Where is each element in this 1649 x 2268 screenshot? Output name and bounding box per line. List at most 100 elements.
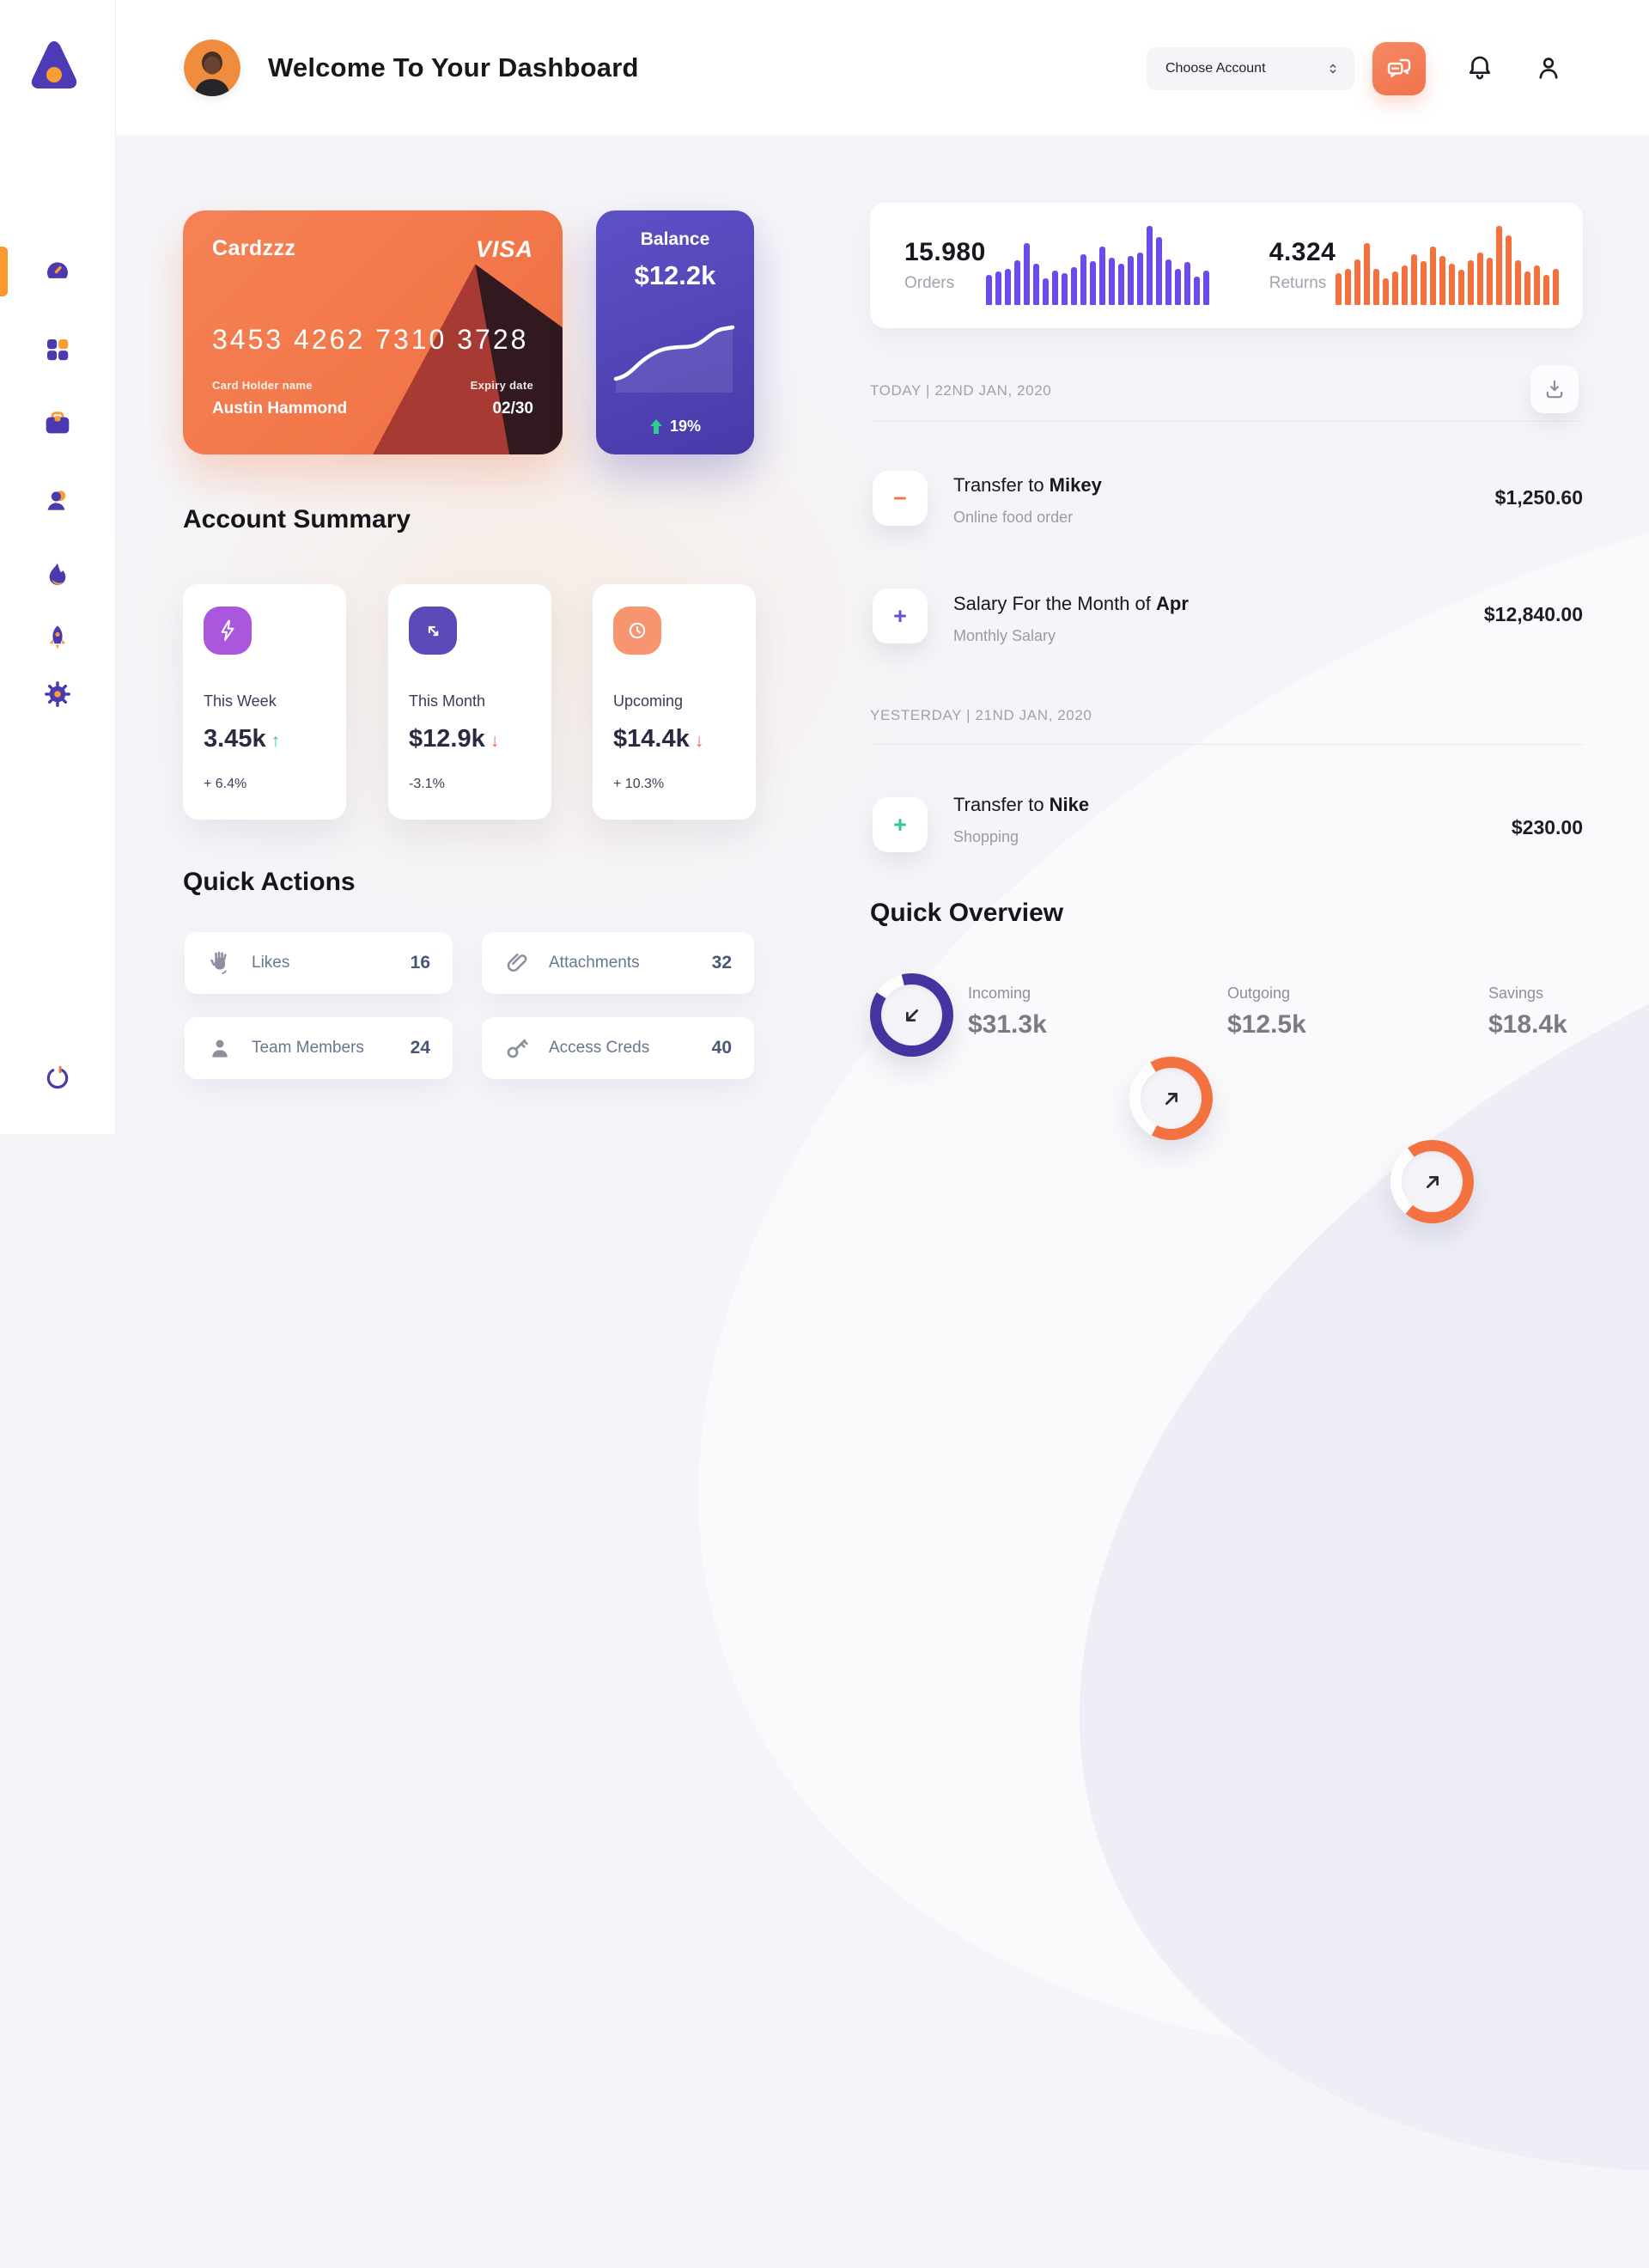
- summary-value: $12.9k: [409, 725, 485, 753]
- sidebar: [0, 0, 116, 1134]
- profile-button[interactable]: [1534, 53, 1563, 85]
- avatar[interactable]: [184, 40, 240, 96]
- sidebar-item-apps[interactable]: [44, 336, 71, 363]
- gauge-icon: [47, 262, 68, 278]
- sidebar-item-trending[interactable]: [44, 561, 71, 588]
- sidebar-item-work[interactable]: [44, 410, 71, 437]
- sidebar-item-dashboard[interactable]: [44, 258, 71, 285]
- credit-card[interactable]: Cardzzz VISA 3453 4262 7310 3728 Card Ho…: [183, 210, 563, 454]
- paperclip-icon: [507, 953, 527, 972]
- summary-label: This Week: [204, 692, 277, 710]
- sidebar-item-contacts[interactable]: [44, 487, 71, 515]
- card-expiry-label: Expiry date: [470, 379, 533, 392]
- summary-card-this-month[interactable]: This Month $12.9k ↓ -3.1%: [388, 584, 551, 820]
- sidebar-item-settings[interactable]: [44, 680, 71, 708]
- power-icon: [46, 1065, 69, 1089]
- orders-bar-chart: [985, 226, 1209, 305]
- transaction-sign-badge: +: [873, 797, 928, 852]
- quick-action-access-creds[interactable]: Access Creds 40: [482, 1017, 754, 1079]
- transaction-subtitle: Online food order: [953, 509, 1074, 526]
- plus-icon: +: [893, 811, 907, 838]
- quick-action-count: 32: [711, 953, 732, 972]
- person-silhouette-icon: [212, 1040, 228, 1058]
- flame-icon: [49, 563, 66, 585]
- gear-icon: [45, 681, 70, 707]
- visa-logo: VISA: [475, 236, 533, 262]
- key-icon: [507, 1039, 528, 1058]
- plus-icon: +: [893, 602, 907, 629]
- returns-value: 4.324: [1269, 238, 1336, 266]
- chat-button[interactable]: [1372, 42, 1426, 95]
- incoming-donut-chart: [870, 973, 953, 1057]
- overview-label: Savings: [1488, 985, 1544, 1002]
- notifications-button[interactable]: [1465, 53, 1494, 85]
- summary-label: Upcoming: [613, 692, 684, 710]
- orders-label: Orders: [904, 274, 955, 292]
- transaction-amount: $12,840.00: [1483, 603, 1583, 625]
- transaction-title-bold: Apr: [1156, 593, 1189, 614]
- summary-delta: + 6.4%: [204, 777, 247, 791]
- rocket-icon: [49, 625, 66, 649]
- transaction-title: Salary For the Month of: [953, 593, 1156, 614]
- account-select-label: Choose Account: [1165, 61, 1266, 76]
- transaction-amount: $230.00: [1511, 816, 1583, 838]
- transaction-title: Transfer to: [953, 794, 1050, 815]
- overview-label: Incoming: [968, 985, 1031, 1002]
- transaction-sign-badge: +: [873, 588, 928, 643]
- bell-icon: [1469, 56, 1491, 80]
- chevron-updown-icon: [1330, 64, 1336, 74]
- quick-action-team-members[interactable]: Team Members 24: [185, 1017, 453, 1079]
- divider: [870, 744, 1583, 745]
- briefcase-icon: [46, 412, 70, 434]
- chat-icon: [1387, 58, 1411, 77]
- summary-value: $14.4k: [613, 725, 690, 753]
- download-icon: [1546, 380, 1563, 399]
- sidebar-logout[interactable]: [44, 1064, 71, 1091]
- overview-value: $31.3k: [968, 1010, 1047, 1039]
- bolt-icon: [204, 607, 252, 655]
- orders-value: 15.980: [904, 238, 986, 266]
- orders-stat: 15.980 Orders: [870, 203, 1235, 328]
- summary-delta: + 10.3%: [613, 777, 665, 791]
- arrow-up-right-icon: [1426, 1175, 1439, 1188]
- overview-value: $18.4k: [1488, 1010, 1567, 1039]
- summary-card-this-week[interactable]: This Week 3.45k ↑ + 6.4%: [183, 584, 346, 820]
- date-header-yesterday: YESTERDAY | 21ND JAN, 2020: [870, 707, 1092, 723]
- download-button[interactable]: [1530, 365, 1579, 413]
- balance-change: 19%: [669, 418, 702, 435]
- transaction-title: Transfer to: [953, 474, 1050, 496]
- balance-label: Balance: [640, 229, 710, 249]
- quick-action-label: Attachments: [549, 954, 640, 972]
- card-number: 3453 4262 7310 3728: [212, 324, 529, 355]
- app-logo[interactable]: [28, 38, 80, 97]
- transaction-row[interactable]: Salary For the Month of Apr Monthly Sala…: [953, 593, 1189, 645]
- quick-actions-heading: Quick Actions: [183, 868, 356, 896]
- overview-value: $12.5k: [1227, 1010, 1306, 1039]
- returns-label: Returns: [1269, 274, 1327, 292]
- transaction-row[interactable]: Transfer to Mikey Online food order: [953, 474, 1102, 527]
- divider: [870, 421, 1583, 422]
- account-select[interactable]: Choose Account: [1147, 47, 1354, 90]
- sidebar-item-launch[interactable]: [44, 624, 71, 651]
- returns-bar-chart: [1336, 226, 1560, 305]
- balance-card[interactable]: Balance $12.2k 19%: [596, 210, 754, 454]
- balance-value: $12.2k: [634, 260, 716, 290]
- transaction-subtitle: Monthly Salary: [953, 627, 1056, 644]
- quick-overview-heading: Quick Overview: [870, 899, 1064, 927]
- diagonal-arrows-icon: [409, 607, 457, 655]
- balance-trend-chart: [613, 325, 735, 393]
- trend-arrow: ↓: [694, 731, 704, 751]
- page-title: Welcome To Your Dashboard: [268, 52, 639, 82]
- transaction-subtitle: Shopping: [953, 828, 1019, 845]
- transaction-row[interactable]: Transfer to Nike Shopping: [953, 794, 1089, 846]
- quick-action-attachments[interactable]: Attachments 32: [482, 932, 754, 994]
- summary-card-upcoming[interactable]: Upcoming $14.4k ↓ + 10.3%: [593, 584, 756, 820]
- apps-grid-icon: [47, 339, 69, 361]
- minus-icon: −: [893, 485, 907, 511]
- arrow-down-left-icon: [905, 1009, 918, 1021]
- user-icon: [47, 491, 66, 510]
- transaction-title-bold: Nike: [1049, 794, 1090, 815]
- quick-action-likes[interactable]: Likes 16: [185, 932, 453, 994]
- quick-action-count: 16: [410, 953, 430, 972]
- clock-icon: [613, 607, 661, 655]
